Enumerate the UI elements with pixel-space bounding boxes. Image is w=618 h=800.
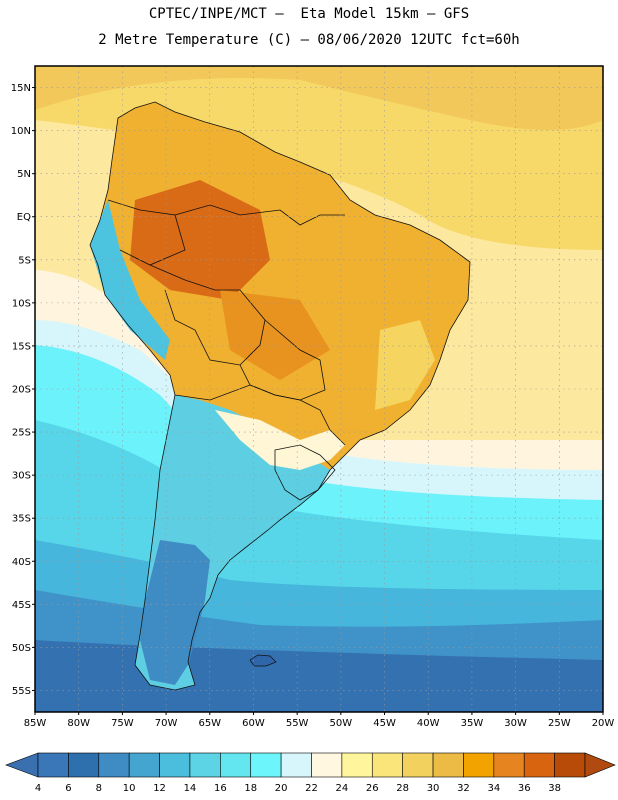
southern-andes-cold xyxy=(140,540,210,685)
lat-label: 50S xyxy=(12,643,31,654)
lat-label: 35S xyxy=(12,514,31,525)
colorbar-label: 20 xyxy=(275,783,288,794)
colorbar-swatch xyxy=(432,752,464,778)
colorbar-swatch xyxy=(68,752,100,778)
colorbar-swatch xyxy=(128,752,160,778)
colorbar-swatch xyxy=(493,752,525,778)
falkland-islands xyxy=(249,654,277,667)
colorbar-label: 36 xyxy=(518,783,531,794)
east-brazil-land xyxy=(375,320,435,410)
colorbar-over-arrow xyxy=(584,752,616,778)
lon-label: 60W xyxy=(242,718,265,729)
colorbar-swatch xyxy=(98,752,130,778)
lon-label: 80W xyxy=(67,718,90,729)
colorbar-under-arrow xyxy=(5,752,39,778)
colorbar-label: 28 xyxy=(396,783,409,794)
lat-label: 45S xyxy=(12,600,31,611)
colorbar-swatch xyxy=(554,752,586,778)
colorbar-swatch xyxy=(37,752,69,778)
lat-label: 15N xyxy=(11,83,31,94)
colorbar-label: 10 xyxy=(123,783,136,794)
lat-label: 20S xyxy=(12,385,31,396)
colorbar: 4 6 8 10 12 14 16 18 20 22 24 26 28 30 32 34 36 38 xyxy=(5,752,616,794)
colorbar-label: 30 xyxy=(427,783,440,794)
lon-label: 50W xyxy=(330,718,353,729)
colorbar-label: 24 xyxy=(336,783,349,794)
amazon-hot-land xyxy=(130,180,270,300)
lat-label: 30S xyxy=(12,471,31,482)
colorbar-swatch xyxy=(402,752,434,778)
title-line-2: 2 Metre Temperature (C) – 08/06/2020 12U… xyxy=(98,32,520,48)
andes-cold-strip xyxy=(90,200,170,360)
lon-label: 35W xyxy=(461,718,484,729)
lon-label: 85W xyxy=(24,718,47,729)
lat-label: 5S xyxy=(18,255,31,266)
colorbar-label: 34 xyxy=(487,783,500,794)
colorbar-label: 6 xyxy=(65,783,71,794)
lon-label: 75W xyxy=(111,718,134,729)
lon-label: 65W xyxy=(198,718,221,729)
colorbar-label: 38 xyxy=(548,783,561,794)
map-gridlines xyxy=(35,66,603,712)
lon-label: 30W xyxy=(504,718,527,729)
temperature-field xyxy=(35,66,603,712)
lat-label: 10S xyxy=(12,298,31,309)
lat-label: 25S xyxy=(12,428,31,439)
lon-label: 40W xyxy=(417,718,440,729)
latitude-labels: 15N 10N 5N EQ 5S 10S 15S 20S 25S 30S 35S 40S 45S 50S 5… xyxy=(11,83,35,697)
colorbar-swatch xyxy=(341,752,373,778)
colorbar-swatch xyxy=(280,752,312,778)
colorbar-label: 14 xyxy=(184,783,197,794)
colorbar-label: 4 xyxy=(35,783,41,794)
lon-label: 20W xyxy=(592,718,615,729)
colorbar-label: 26 xyxy=(366,783,379,794)
colorbar-label: 18 xyxy=(244,783,257,794)
colorbar-swatch xyxy=(523,752,555,778)
colorbar-label: 8 xyxy=(96,783,102,794)
colorbar-label: 32 xyxy=(457,783,470,794)
colorbar-swatch xyxy=(159,752,191,778)
colorbar-swatch xyxy=(189,752,221,778)
colorbar-swatch xyxy=(463,752,495,778)
colorbar-label: 12 xyxy=(153,783,166,794)
lon-label: 25W xyxy=(548,718,571,729)
lat-label: 55S xyxy=(12,686,31,697)
lat-label: 15S xyxy=(12,341,31,352)
lon-label: 70W xyxy=(155,718,178,729)
hot-ocean-band xyxy=(35,66,603,130)
colorbar-label: 16 xyxy=(214,783,227,794)
title-line-1: CPTEC/INPE/MCT – Eta Model 15km – GFS xyxy=(148,6,470,22)
lat-label: EQ xyxy=(17,212,31,223)
lat-label: 10N xyxy=(11,126,31,137)
colorbar-swatch xyxy=(371,752,403,778)
longitude-labels: 85W 80W 75W 70W 65W 60W 55W 50W 45W 40W 35W 30W 25W 2… xyxy=(24,712,615,729)
colorbar-swatch xyxy=(220,752,252,778)
lon-label: 55W xyxy=(286,718,309,729)
la-plata-mild-land xyxy=(215,410,345,470)
lat-label: 5N xyxy=(17,169,31,180)
colorbar-label: 22 xyxy=(305,783,318,794)
colorbar-swatch xyxy=(311,752,343,778)
colorbar-swatch xyxy=(250,752,282,778)
lon-label: 45W xyxy=(373,718,396,729)
lat-label: 40S xyxy=(12,557,31,568)
